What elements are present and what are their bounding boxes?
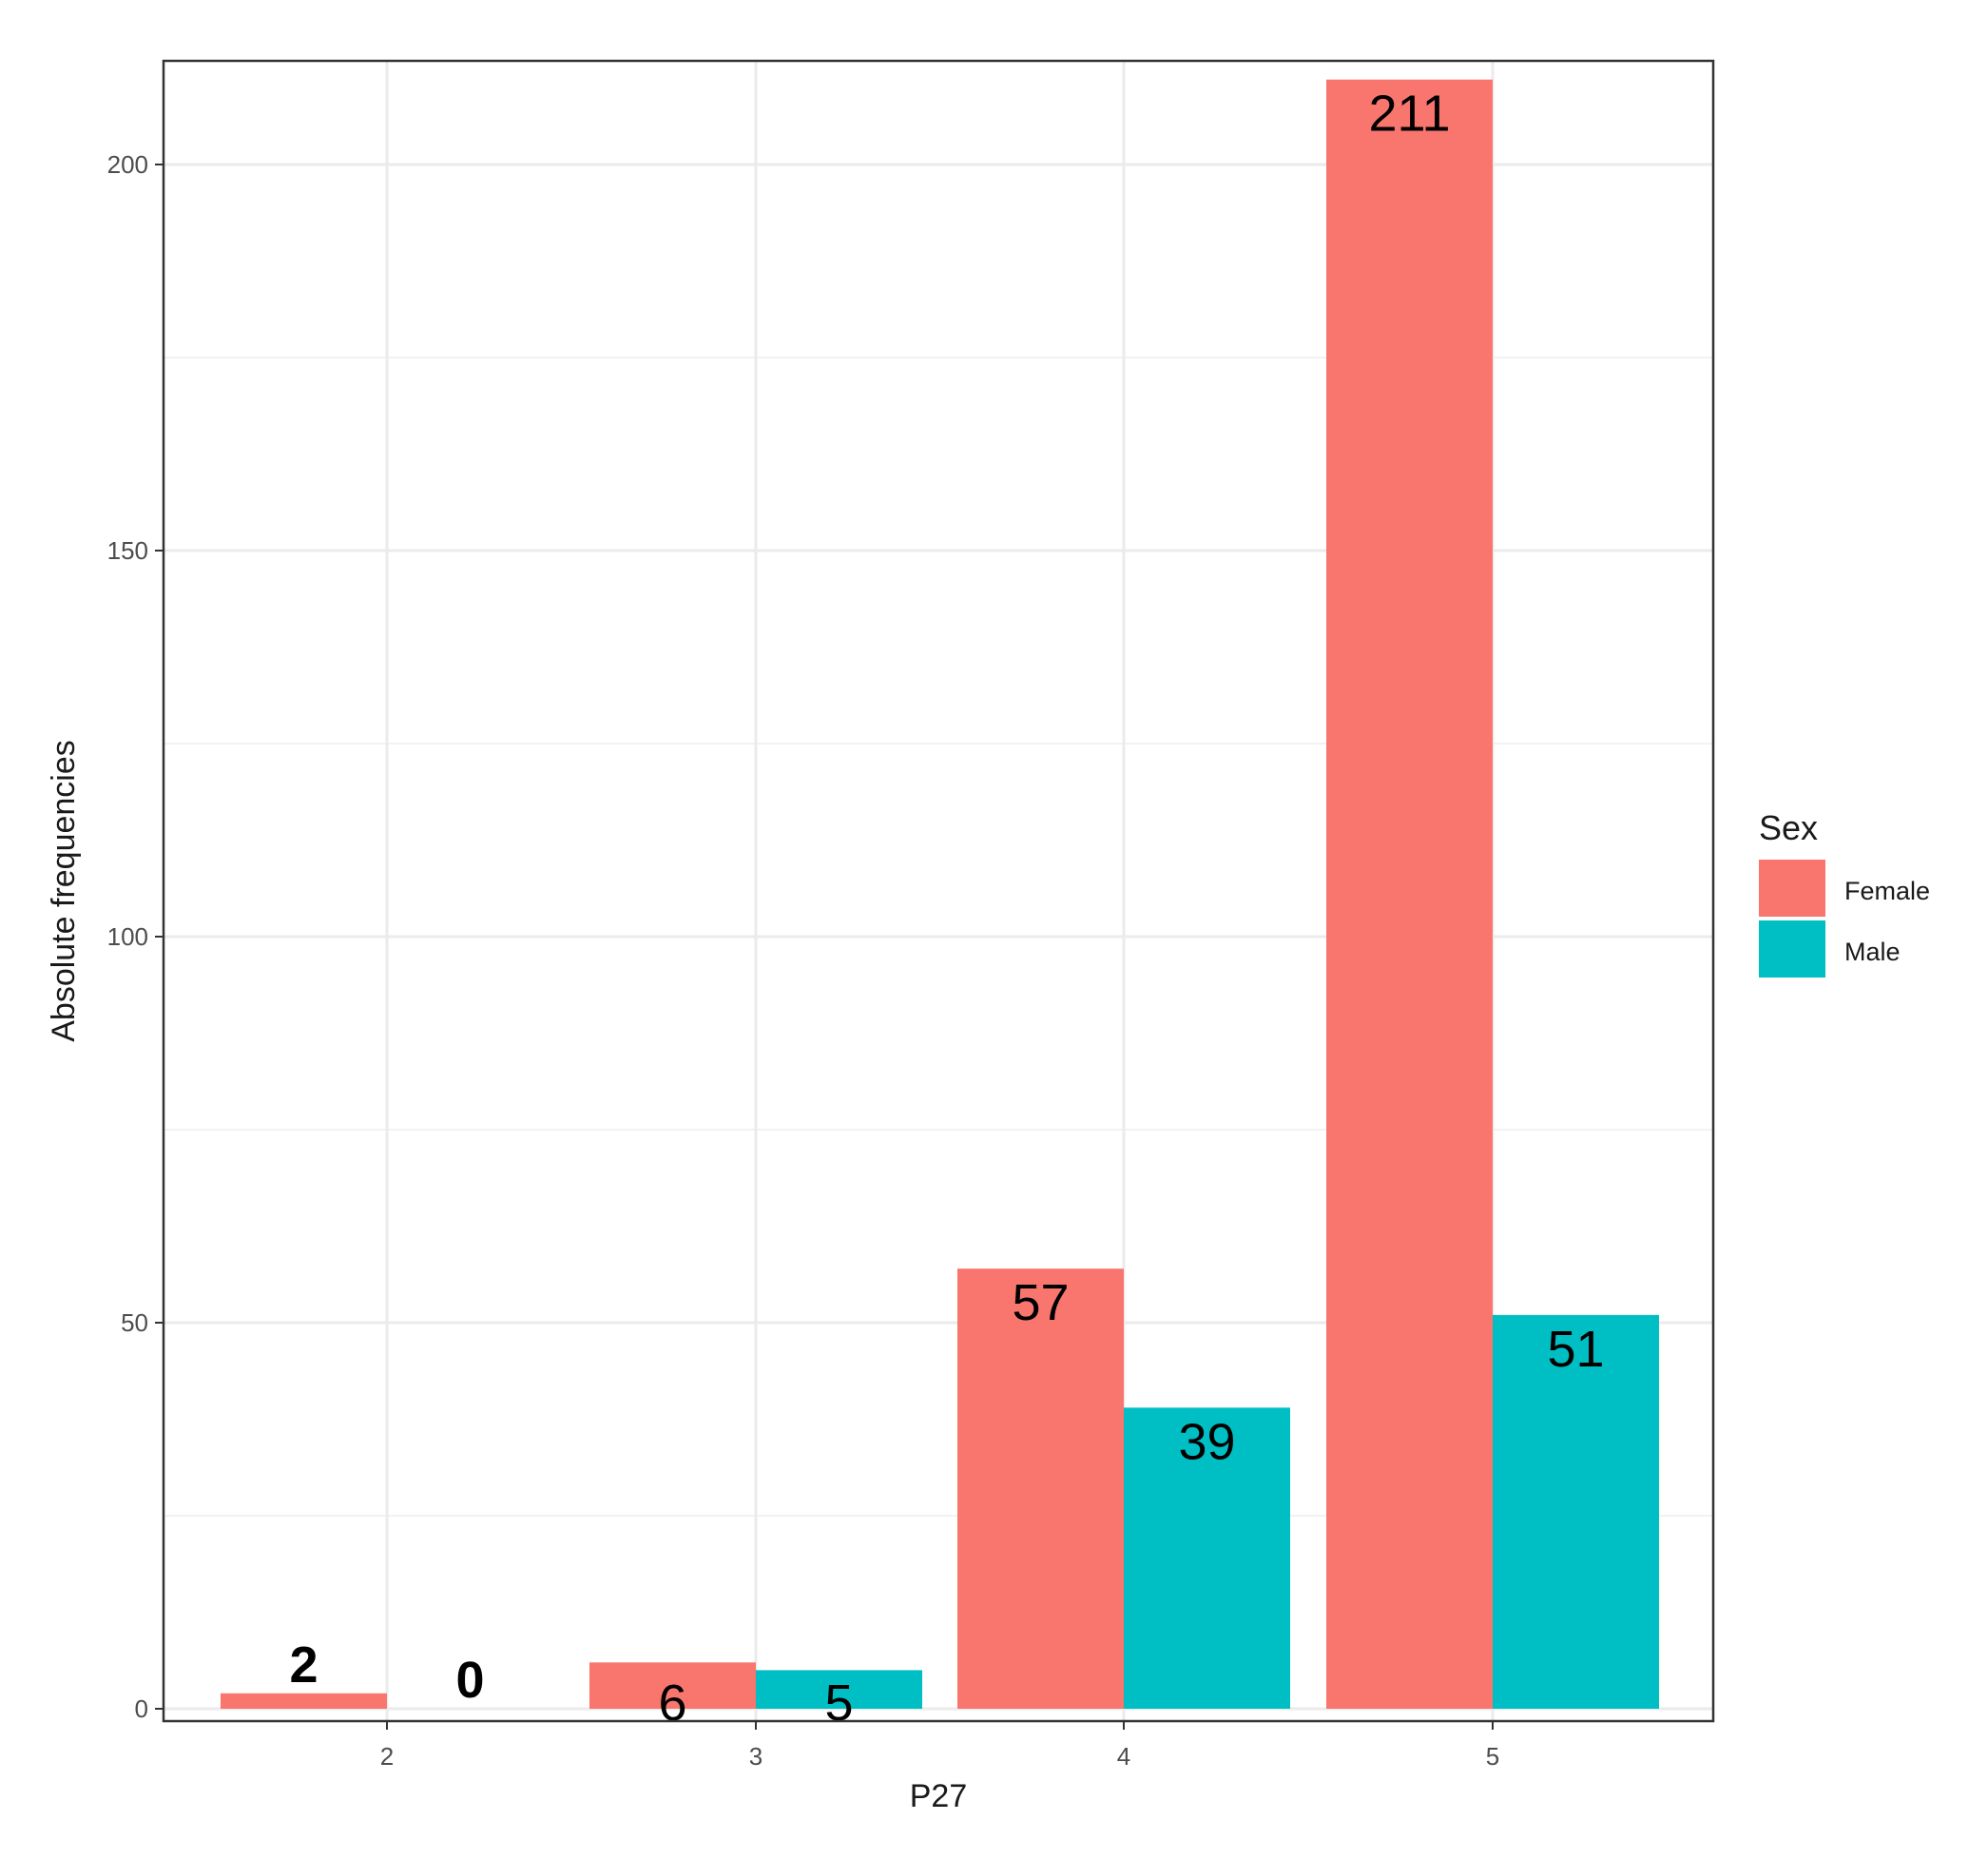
legend-key-male <box>1759 920 1825 978</box>
legend-label-female: Female <box>1844 877 1930 905</box>
data-label-female-3: 6 <box>658 1675 686 1732</box>
x-axis-title: P27 <box>910 1778 968 1814</box>
data-label-male-2: 0 <box>455 1652 484 1709</box>
legend-title: Sex <box>1759 808 1818 847</box>
plot-panel-border <box>162 59 1715 1723</box>
data-label-male-5: 51 <box>1547 1321 1604 1378</box>
bar-female-2 <box>221 1693 387 1709</box>
y-tick-label: 100 <box>107 922 148 951</box>
bar-female-4 <box>957 1268 1124 1709</box>
data-label-female-2: 2 <box>289 1636 318 1694</box>
y-tick-label: 150 <box>107 536 148 565</box>
data-label-female-5: 211 <box>1368 86 1450 143</box>
bar-male-4 <box>1124 1407 1290 1709</box>
y-tick-label: 200 <box>107 150 148 179</box>
data-label-female-4: 57 <box>1012 1274 1069 1331</box>
data-label-male-4: 39 <box>1178 1413 1235 1470</box>
y-tick-label: 0 <box>135 1694 148 1723</box>
bars <box>221 79 1659 1709</box>
x-tick-label: 5 <box>1486 1742 1499 1771</box>
legend-key-female <box>1759 860 1825 917</box>
bar-female-5 <box>1326 79 1493 1709</box>
y-axis-title: Absolute frequencies <box>46 740 82 1042</box>
y-tick-label: 50 <box>121 1308 148 1337</box>
y-axis: 0 50 100 150 200 <box>107 150 164 1723</box>
bar-male-5 <box>1493 1314 1659 1709</box>
legend-label-male: Male <box>1844 938 1901 966</box>
bar-male-3 <box>756 1670 922 1709</box>
x-tick-label: 3 <box>749 1742 762 1771</box>
bar-female-3 <box>589 1662 756 1709</box>
data-label-male-3: 5 <box>824 1675 853 1732</box>
legend: Sex Female Male <box>1759 808 1930 978</box>
x-tick-label: 4 <box>1117 1742 1130 1771</box>
x-axis: 2 3 4 5 <box>380 1721 1499 1771</box>
x-tick-label: 2 <box>380 1742 394 1771</box>
